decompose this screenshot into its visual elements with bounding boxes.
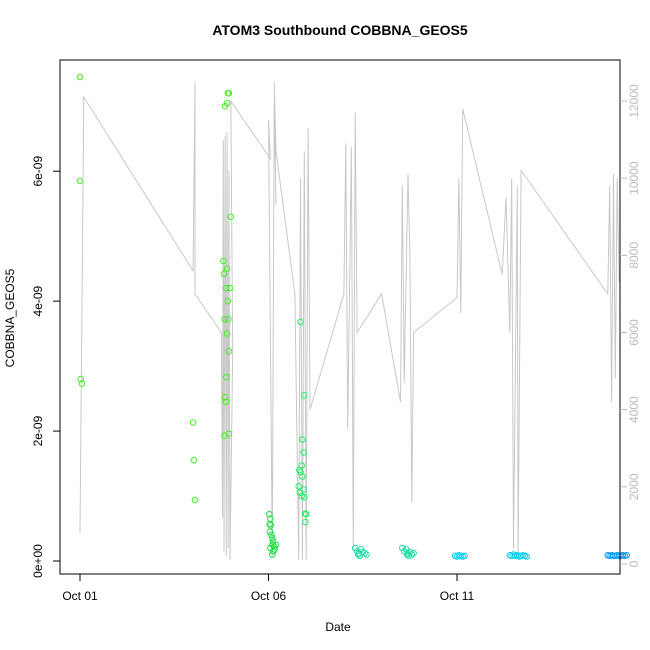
chart-title: ATOM3 Southbound COBBNA_GEOS5 <box>212 22 468 38</box>
y2-tick-label: 8000 <box>627 242 641 269</box>
data-point <box>76 177 84 185</box>
data-point <box>299 436 306 443</box>
y-tick-label: 4e-09 <box>31 285 45 316</box>
data-point <box>299 473 306 480</box>
data-point <box>225 89 233 97</box>
data-point <box>221 394 229 401</box>
y-axis: 0e+00 2e-09 4e-09 6e-09 <box>31 156 60 578</box>
y2-tick-label: 4000 <box>627 396 641 423</box>
data-point <box>77 375 85 383</box>
data-point <box>266 510 273 518</box>
y-axis-label: COBBNA_GEOS5 <box>3 268 17 367</box>
data-point <box>623 551 631 559</box>
data-point <box>223 99 231 107</box>
data-point <box>221 316 229 323</box>
y2-tick-label: 6000 <box>627 319 641 346</box>
data-point <box>461 552 468 560</box>
data-point <box>223 265 231 273</box>
data-point <box>220 257 227 265</box>
data-point <box>268 531 275 539</box>
plot-frame <box>59 59 621 575</box>
data-point <box>271 546 278 553</box>
y-tick-label: 2e-09 <box>31 415 45 446</box>
data-point <box>226 284 233 292</box>
y2-tick-label: 2000 <box>627 473 641 500</box>
data-point <box>302 510 310 518</box>
data-point <box>300 486 307 493</box>
data-point <box>220 270 228 278</box>
data-point <box>363 551 370 558</box>
data-point <box>295 483 303 490</box>
data-point <box>408 551 416 558</box>
data-point <box>222 398 230 406</box>
data-point <box>298 462 306 469</box>
data-point <box>221 102 229 110</box>
data-point <box>300 449 307 456</box>
x-tick-label: Oct 11 <box>440 589 475 603</box>
y2-tick-label: 0 <box>627 560 641 567</box>
data-point <box>266 528 274 536</box>
data-point <box>267 522 275 529</box>
x-tick-label: Oct 06 <box>251 589 287 603</box>
data-point <box>302 518 309 526</box>
data-point <box>266 520 273 528</box>
points-layer <box>76 73 631 560</box>
data-point <box>223 330 231 337</box>
y-tick-label: 0e+00 <box>31 544 45 578</box>
data-point <box>410 549 417 557</box>
y2-tick-label: 10000 <box>627 161 641 195</box>
data-point <box>405 552 413 560</box>
data-point <box>354 551 362 558</box>
data-point <box>224 316 232 323</box>
data-point <box>270 543 278 551</box>
data-point <box>399 544 406 552</box>
data-point <box>301 392 308 399</box>
x-tick-label: Oct 01 <box>62 589 98 603</box>
data-point <box>189 419 197 426</box>
data-point <box>191 496 199 504</box>
data-point <box>190 457 198 464</box>
data-point <box>297 318 304 326</box>
data-point <box>223 373 230 381</box>
data-point <box>78 380 86 387</box>
data-point <box>225 347 233 355</box>
data-point <box>269 535 276 542</box>
data-point <box>356 552 364 560</box>
data-point <box>224 297 232 305</box>
altitude-line <box>79 81 620 561</box>
data-point <box>523 553 531 560</box>
data-point <box>227 213 235 220</box>
data-point <box>403 551 411 558</box>
data-point <box>225 430 233 438</box>
x-axis-label: Date <box>325 620 351 634</box>
y2-tick-label: 12000 <box>627 84 641 118</box>
data-point <box>510 551 517 558</box>
x-axis: Oct 01 Oct 06 Oct 11 <box>62 574 475 603</box>
data-point <box>296 489 304 497</box>
altitude-line-layer <box>79 81 620 561</box>
data-point <box>361 549 368 557</box>
y2-axis: 0 2000 4000 6000 8000 10000 12000 <box>620 84 641 567</box>
data-point <box>223 284 230 292</box>
y-tick-label: 6e-09 <box>31 156 45 187</box>
data-point <box>301 494 308 501</box>
data-point <box>76 73 84 81</box>
data-point <box>272 541 280 549</box>
